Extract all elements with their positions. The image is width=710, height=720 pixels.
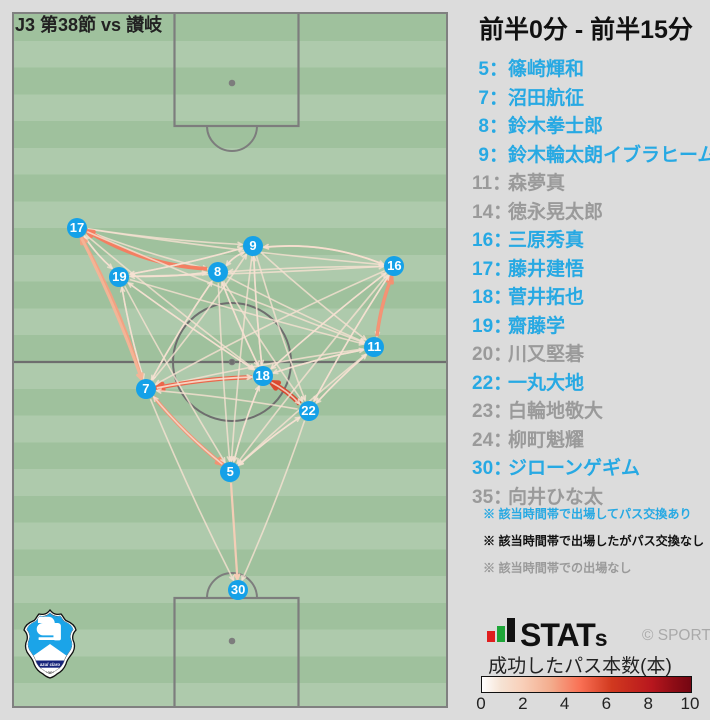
svg-text:azul claro: azul claro: [40, 662, 61, 667]
